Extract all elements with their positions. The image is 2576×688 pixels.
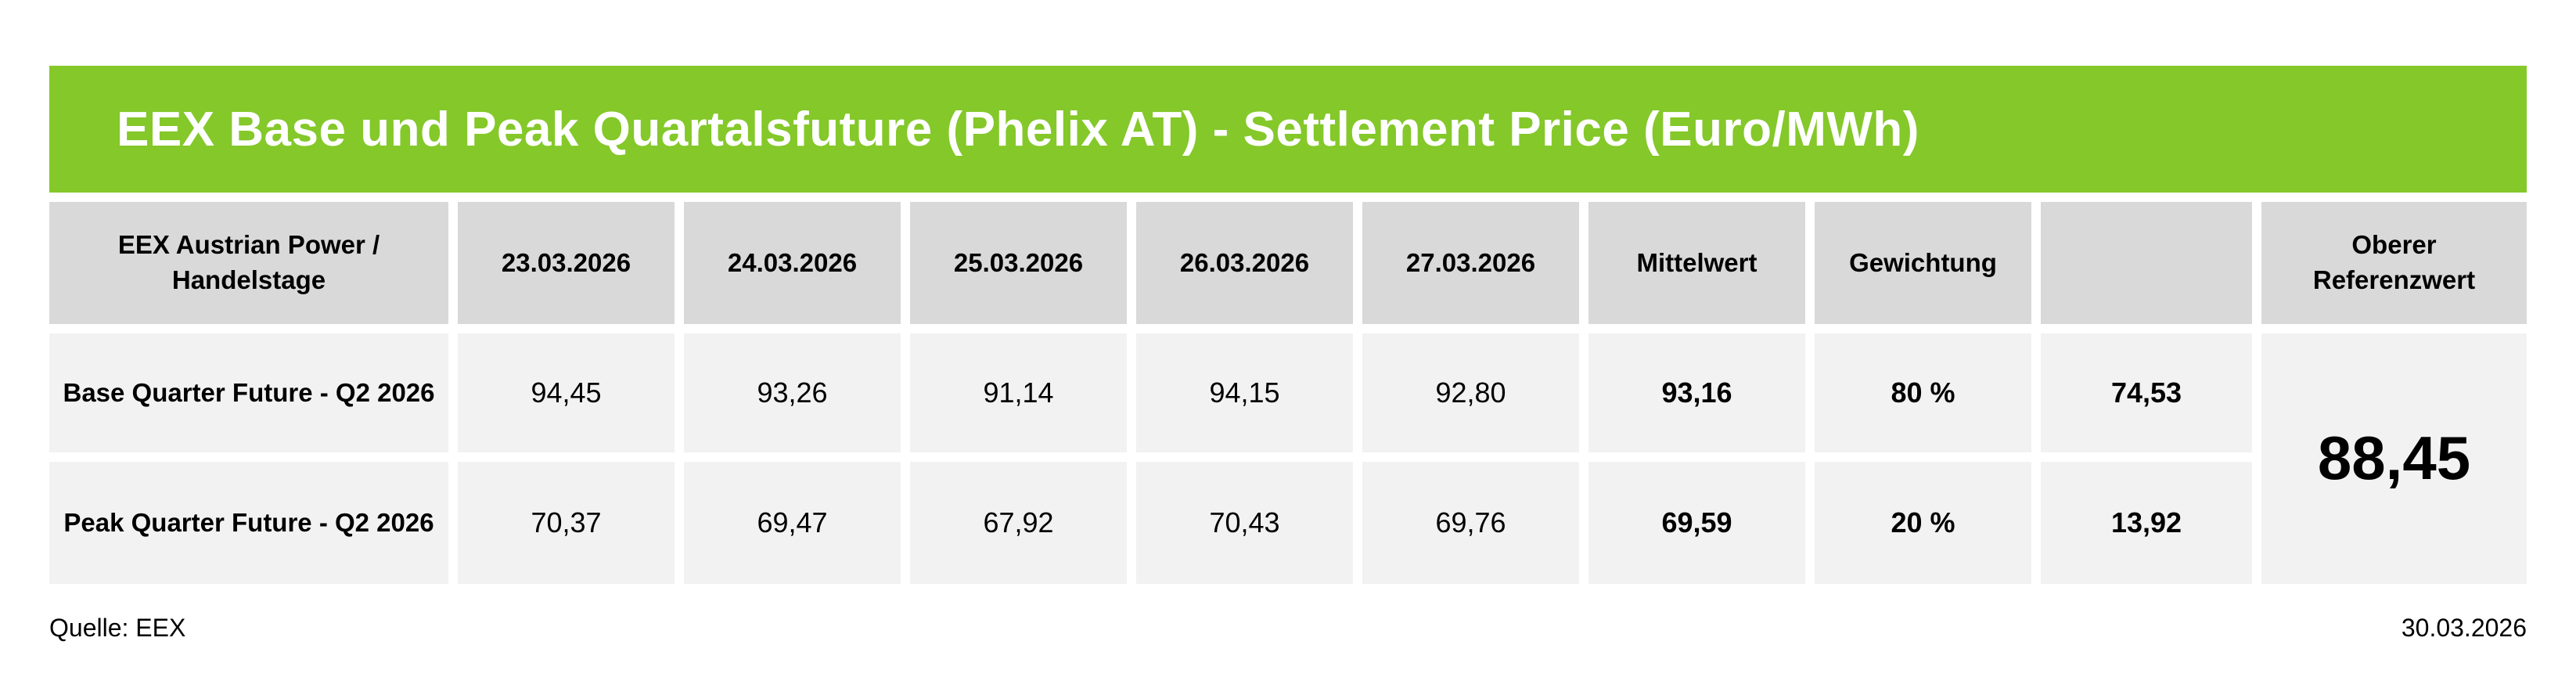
publication-date: 30.03.2026 (2401, 614, 2527, 642)
table-cell: 70,37 (458, 462, 675, 584)
weighted-cell: 74,53 (2041, 333, 2252, 452)
source-note: Quelle: EEX (49, 614, 186, 642)
table-cell: 70,43 (1136, 462, 1353, 584)
header-date: 25.03.2026 (910, 202, 1127, 324)
mittelwert-cell: 93,16 (1588, 333, 1805, 452)
row-label-base: Base Quarter Future - Q2 2026 (49, 333, 448, 452)
table-cell: 94,15 (1136, 333, 1353, 452)
table-cell: 94,45 (458, 333, 675, 452)
table-cell: 91,14 (910, 333, 1127, 452)
header-date: 24.03.2026 (684, 202, 901, 324)
header-mittelwert: Mittelwert (1588, 202, 1805, 324)
header-oberer-referenzwert: Oberer Referenzwert (2261, 202, 2527, 324)
header-date: 23.03.2026 (458, 202, 675, 324)
row-label-peak: Peak Quarter Future - Q2 2026 (49, 462, 448, 584)
oberer-referenzwert-value: 88,45 (2261, 333, 2527, 584)
header-gewichtung: Gewichtung (1815, 202, 2031, 324)
page-title: EEX Base und Peak Quartalsfuture (Phelix… (117, 102, 1919, 157)
table-cell: 93,26 (684, 333, 901, 452)
header-date: 26.03.2026 (1136, 202, 1353, 324)
price-table: EEX Austrian Power / Handelstage 23.03.2… (49, 202, 2527, 584)
mittelwert-cell: 69,59 (1588, 462, 1805, 584)
table-cell: 69,47 (684, 462, 901, 584)
table-cell: 69,76 (1362, 462, 1579, 584)
table-cell: 67,92 (910, 462, 1127, 584)
header-label: EEX Austrian Power / Handelstage (49, 202, 448, 324)
gewichtung-cell: 80 % (1815, 333, 2031, 452)
gewichtung-cell: 20 % (1815, 462, 2031, 584)
header-weighted (2041, 202, 2252, 324)
header-date: 27.03.2026 (1362, 202, 1579, 324)
table-cell: 92,80 (1362, 333, 1579, 452)
weighted-cell: 13,92 (2041, 462, 2252, 584)
title-banner: EEX Base und Peak Quartalsfuture (Phelix… (49, 66, 2527, 193)
